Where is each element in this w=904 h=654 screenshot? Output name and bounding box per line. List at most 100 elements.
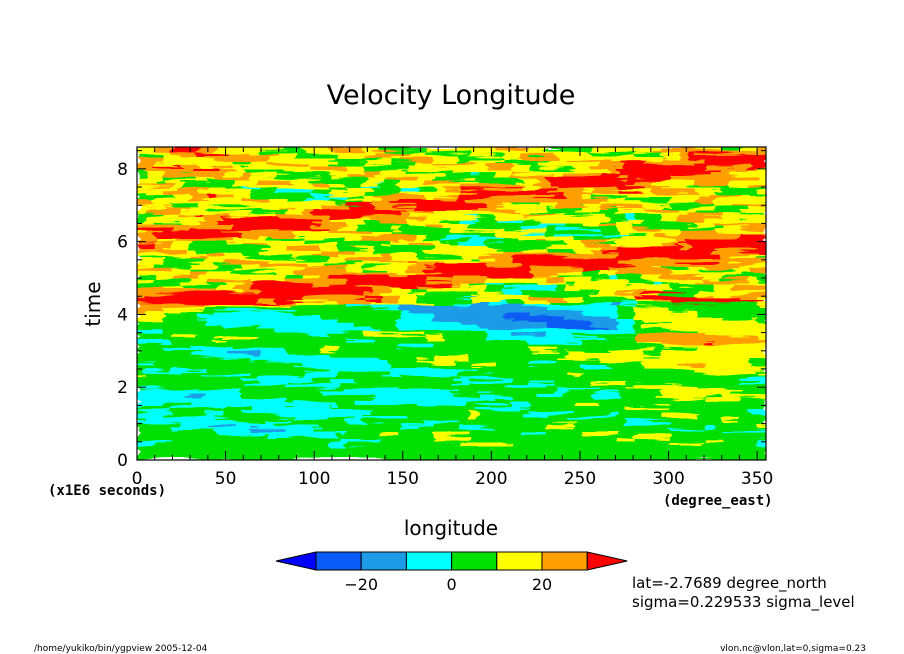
- heatmap-cell: [189, 358, 199, 363]
- heatmap-cell: [294, 441, 304, 447]
- heatmap-cell: [442, 267, 453, 272]
- heatmap-cell: [372, 303, 383, 308]
- heatmap-cell: [145, 376, 156, 381]
- heatmap-cell: [722, 369, 732, 374]
- heatmap-cell: [268, 409, 278, 414]
- heatmap-cell: [495, 259, 505, 265]
- heatmap-cell: [600, 401, 610, 407]
- heatmap-cell: [757, 234, 766, 239]
- heatmap-cell: [530, 449, 540, 454]
- heatmap-cell: [285, 383, 295, 388]
- heatmap-cell: [678, 350, 688, 356]
- heatmap-cell: [669, 365, 680, 370]
- heatmap-cell: [259, 376, 269, 381]
- heatmap-cell: [582, 347, 592, 352]
- heatmap-cell: [268, 328, 278, 334]
- heatmap-cell: [731, 252, 741, 257]
- heatmap-cell: [669, 292, 680, 297]
- heatmap-cell: [486, 270, 496, 275]
- heatmap-cell: [547, 223, 557, 228]
- heatmap-cell: [696, 438, 706, 443]
- heatmap-cell: [189, 212, 199, 217]
- heatmap-cell: [739, 318, 750, 323]
- heatmap-cell: [669, 288, 680, 294]
- heatmap-cell: [294, 412, 304, 417]
- heatmap-cell: [687, 369, 697, 374]
- heatmap-cell: [241, 401, 252, 407]
- heatmap-cell: [565, 365, 575, 370]
- heatmap-cell: [704, 416, 715, 421]
- heatmap-cell: [477, 419, 488, 425]
- heatmap-cell: [416, 234, 426, 239]
- heatmap-cell: [320, 409, 330, 414]
- heatmap-cell: [556, 369, 566, 374]
- heatmap-cell: [320, 325, 330, 330]
- heatmap-cell: [171, 208, 182, 214]
- heatmap-cell: [696, 419, 706, 425]
- heatmap-cell: [189, 372, 199, 377]
- heatmap-cell: [355, 314, 365, 319]
- heatmap-cell: [704, 347, 715, 352]
- heatmap-cell: [477, 379, 488, 385]
- heatmap-cell: [337, 339, 348, 345]
- heatmap-cell: [294, 318, 304, 323]
- heatmap-cell: [294, 267, 304, 272]
- heatmap-cell: [661, 354, 671, 359]
- heatmap-cell: [268, 332, 278, 337]
- heatmap-cell: [626, 332, 636, 337]
- heatmap-cell: [486, 398, 496, 403]
- heatmap-cell: [241, 430, 252, 436]
- heatmap-cell: [495, 390, 505, 396]
- heatmap-cell: [425, 405, 435, 410]
- heatmap-cell: [486, 314, 496, 319]
- heatmap-cell: [372, 234, 383, 239]
- heatmap-cell: [434, 369, 444, 374]
- heatmap-cell: [460, 332, 470, 337]
- heatmap-cell: [652, 401, 662, 407]
- heatmap-cell: [460, 328, 470, 334]
- heatmap-cell: [346, 383, 357, 388]
- heatmap-cell: [451, 307, 461, 312]
- heatmap-cell: [416, 379, 426, 385]
- heatmap-cell: [678, 219, 688, 225]
- heatmap-cell: [661, 278, 671, 283]
- heatmap-cell: [556, 398, 566, 403]
- heatmap-cell: [757, 416, 766, 421]
- heatmap-cell: [748, 288, 758, 294]
- heatmap-cell: [460, 419, 470, 425]
- heatmap-cell: [329, 245, 339, 250]
- heatmap-cell: [171, 216, 182, 221]
- heatmap-cell: [547, 241, 557, 246]
- heatmap-cell: [390, 234, 400, 239]
- heatmap-cell: [626, 303, 636, 308]
- heatmap-cell: [486, 339, 496, 345]
- heatmap-cell: [600, 245, 610, 250]
- heatmap-cell: [704, 270, 715, 275]
- heatmap-cell: [320, 379, 330, 385]
- heatmap-cell: [329, 296, 339, 301]
- heatmap-cell: [329, 339, 339, 345]
- heatmap-cell: [547, 328, 557, 334]
- heatmap-cell: [364, 259, 374, 265]
- heatmap-cell: [713, 281, 723, 286]
- heatmap-cell: [337, 256, 348, 261]
- heatmap-cell: [600, 328, 610, 334]
- heatmap-cell: [503, 376, 514, 381]
- heatmap-cell: [259, 245, 269, 250]
- heatmap-cell: [137, 278, 147, 283]
- heatmap-cell: [704, 299, 715, 305]
- heatmap-cell: [468, 441, 479, 447]
- heatmap-cell: [390, 361, 400, 366]
- heatmap-cell: [180, 212, 191, 217]
- heatmap-cell: [442, 427, 453, 432]
- heatmap-cell: [521, 310, 531, 316]
- heatmap-cell: [215, 430, 225, 436]
- heatmap-cell: [643, 208, 654, 214]
- heatmap-cell: [180, 325, 191, 330]
- heatmap-cell: [154, 285, 164, 290]
- heatmap-cell: [215, 263, 225, 268]
- heatmap-cell: [434, 434, 444, 439]
- heatmap-cell: [477, 383, 488, 388]
- heatmap-cell: [503, 419, 514, 425]
- heatmap-cell: [704, 383, 715, 388]
